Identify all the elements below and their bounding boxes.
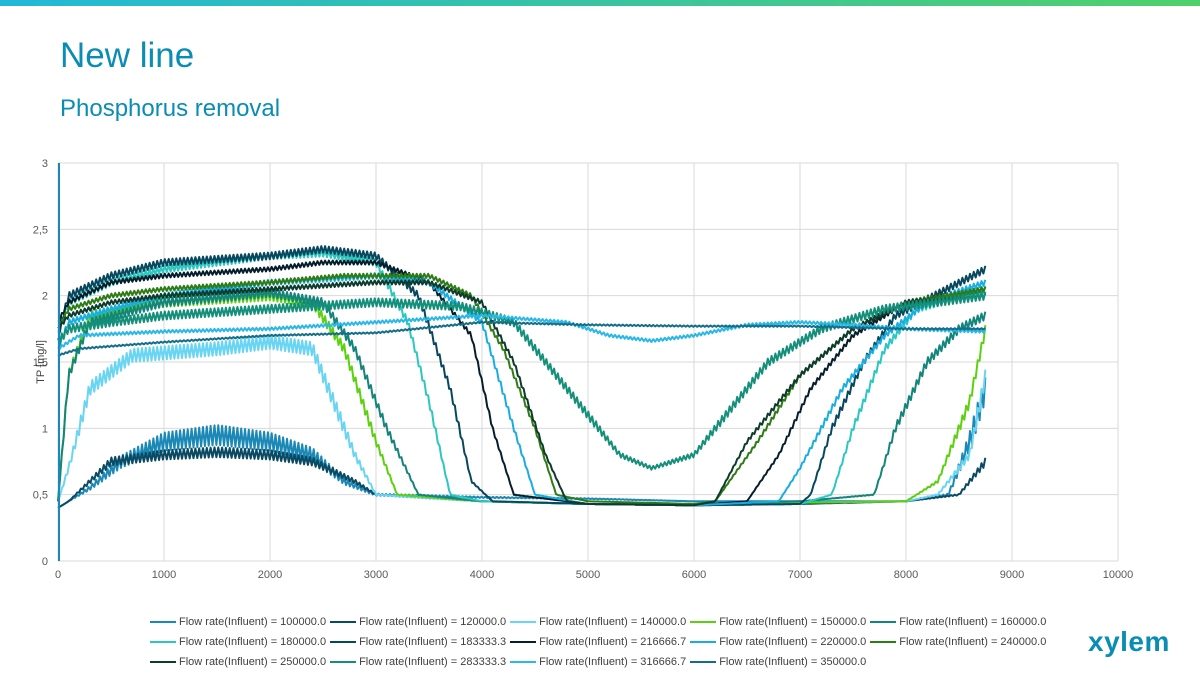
legend-label: Flow rate(Influent) = 350000.0 xyxy=(719,656,867,668)
slide-subtitle: Phosphorus removal xyxy=(60,95,281,122)
legend-swatch xyxy=(150,621,176,623)
series-line-11 xyxy=(57,279,987,507)
legend-entry: Flow rate(Influent) = 220000.0 xyxy=(690,636,866,648)
top-accent-bar xyxy=(0,0,1200,6)
legend-label: Flow rate(Influent) = 183333.3 xyxy=(359,636,507,648)
legend-entry: Flow rate(Influent) = 183333.3 xyxy=(330,636,506,648)
series-line-3 xyxy=(57,334,987,505)
legend-label: Flow rate(Influent) = 240000.0 xyxy=(899,636,1047,648)
series-lines xyxy=(57,163,987,561)
legend-label: Flow rate(Influent) = 283333.3 xyxy=(359,656,507,668)
y-tick-label: 2 xyxy=(42,291,48,303)
x-tick-label: 0 xyxy=(55,569,61,581)
legend-swatch xyxy=(330,621,357,623)
legend-label: Flow rate(Influent) = 140000.0 xyxy=(539,616,687,628)
xylem-logo: xylem xyxy=(1088,626,1170,657)
legend-label: Flow rate(Influent) = 250000.0 xyxy=(179,656,327,668)
legend-label: Flow rate(Influent) = 150000.0 xyxy=(719,616,867,628)
x-tick-label: 7000 xyxy=(788,569,812,581)
series-line-13 xyxy=(57,313,987,350)
legend-label: Flow rate(Influent) = 180000.0 xyxy=(179,636,327,648)
legend-row: Flow rate(Influent) = 100000.0 Flow rate(… xyxy=(150,612,1080,632)
legend-label: Flow rate(Influent) = 100000.0 xyxy=(179,616,327,628)
x-tick-label: 2000 xyxy=(258,569,282,581)
x-tick-label: 9000 xyxy=(1000,569,1024,581)
series-line-14 xyxy=(57,320,986,357)
legend-entry: Flow rate(Influent) = 250000.0 xyxy=(150,656,326,668)
legend-swatch xyxy=(690,661,717,663)
x-tick-label: 8000 xyxy=(894,569,918,581)
x-tick-label: 4000 xyxy=(470,569,494,581)
series-line-9 xyxy=(57,272,987,507)
chart-legend: Flow rate(Influent) = 100000.0 Flow rate(… xyxy=(150,612,1080,672)
legend-entry: Flow rate(Influent) = 350000.0 xyxy=(690,656,866,668)
legend-swatch xyxy=(510,621,537,623)
legend-entry: Flow rate(Influent) = 240000.0 xyxy=(870,636,1046,648)
legend-label: Flow rate(Influent) = 120000.0 xyxy=(359,616,507,628)
legend-label: Flow rate(Influent) = 216666.7 xyxy=(539,636,687,648)
x-tick-label: 1000 xyxy=(152,569,176,581)
y-tick-label: 1 xyxy=(42,423,48,435)
series-line-7 xyxy=(57,245,987,507)
y-axis-ticks: 0 0,5 1 1,5 2 2,5 3 xyxy=(33,158,48,568)
legend-entry: Flow rate(Influent) = 150000.0 xyxy=(690,616,866,628)
legend-swatch xyxy=(150,661,176,663)
y-tick-label: 3 xyxy=(42,158,48,170)
legend-swatch xyxy=(330,661,357,663)
x-tick-label: 10000 xyxy=(1103,569,1134,581)
legend-swatch xyxy=(150,641,176,643)
slide-title: New line xyxy=(60,36,195,75)
x-tick-label: 3000 xyxy=(364,569,388,581)
y-tick-label: 0 xyxy=(42,556,48,568)
x-tick-label: 5000 xyxy=(576,569,600,581)
legend-swatch xyxy=(510,661,537,663)
legend-entry: Flow rate(Influent) = 160000.0 xyxy=(870,616,1046,628)
legend-swatch xyxy=(870,621,897,623)
legend-label: Flow rate(Influent) = 220000.0 xyxy=(719,636,867,648)
legend-label: Flow rate(Influent) = 316666.7 xyxy=(539,656,687,668)
series-line-10 xyxy=(57,272,987,505)
legend-swatch xyxy=(690,621,717,623)
legend-entry: Flow rate(Influent) = 283333.3 xyxy=(330,656,506,668)
y-tick-label: 0,5 xyxy=(33,490,48,502)
series-line-8 xyxy=(57,259,987,507)
legend-entry: Flow rate(Influent) = 316666.7 xyxy=(510,656,686,668)
legend-entry: Flow rate(Influent) = 120000.0 xyxy=(330,616,506,628)
x-axis-ticks: 0 1000 2000 3000 4000 5000 6000 7000 8000 9000 100… xyxy=(55,569,1133,581)
legend-swatch xyxy=(870,641,897,643)
legend-row: Flow rate(Influent) = 250000.0 Flow rate(… xyxy=(150,652,1080,672)
legend-label: Flow rate(Influent) = 160000.0 xyxy=(899,616,1047,628)
tp-line-chart: 0 1000 2000 3000 4000 5000 6000 7000 8000 9000 100… xyxy=(33,158,1134,581)
series-line-12 xyxy=(57,291,987,471)
legend-entry: Flow rate(Influent) = 100000.0 xyxy=(150,616,326,628)
legend-entry: Flow rate(Influent) = 180000.0 xyxy=(150,636,326,648)
legend-row: Flow rate(Influent) = 180000.0 Flow rate(… xyxy=(150,632,1080,652)
legend-swatch xyxy=(690,641,717,643)
y-tick-label: 2,5 xyxy=(33,224,48,236)
y-tick-label: 1,5 xyxy=(33,357,48,369)
y-axis-label: TP [mg/l] xyxy=(35,340,47,384)
legend-entry: Flow rate(Influent) = 140000.0 xyxy=(510,616,686,628)
legend-swatch xyxy=(330,641,357,643)
legend-entry: Flow rate(Influent) = 216666.7 xyxy=(510,636,686,648)
legend-swatch xyxy=(510,641,537,643)
x-tick-label: 6000 xyxy=(682,569,706,581)
